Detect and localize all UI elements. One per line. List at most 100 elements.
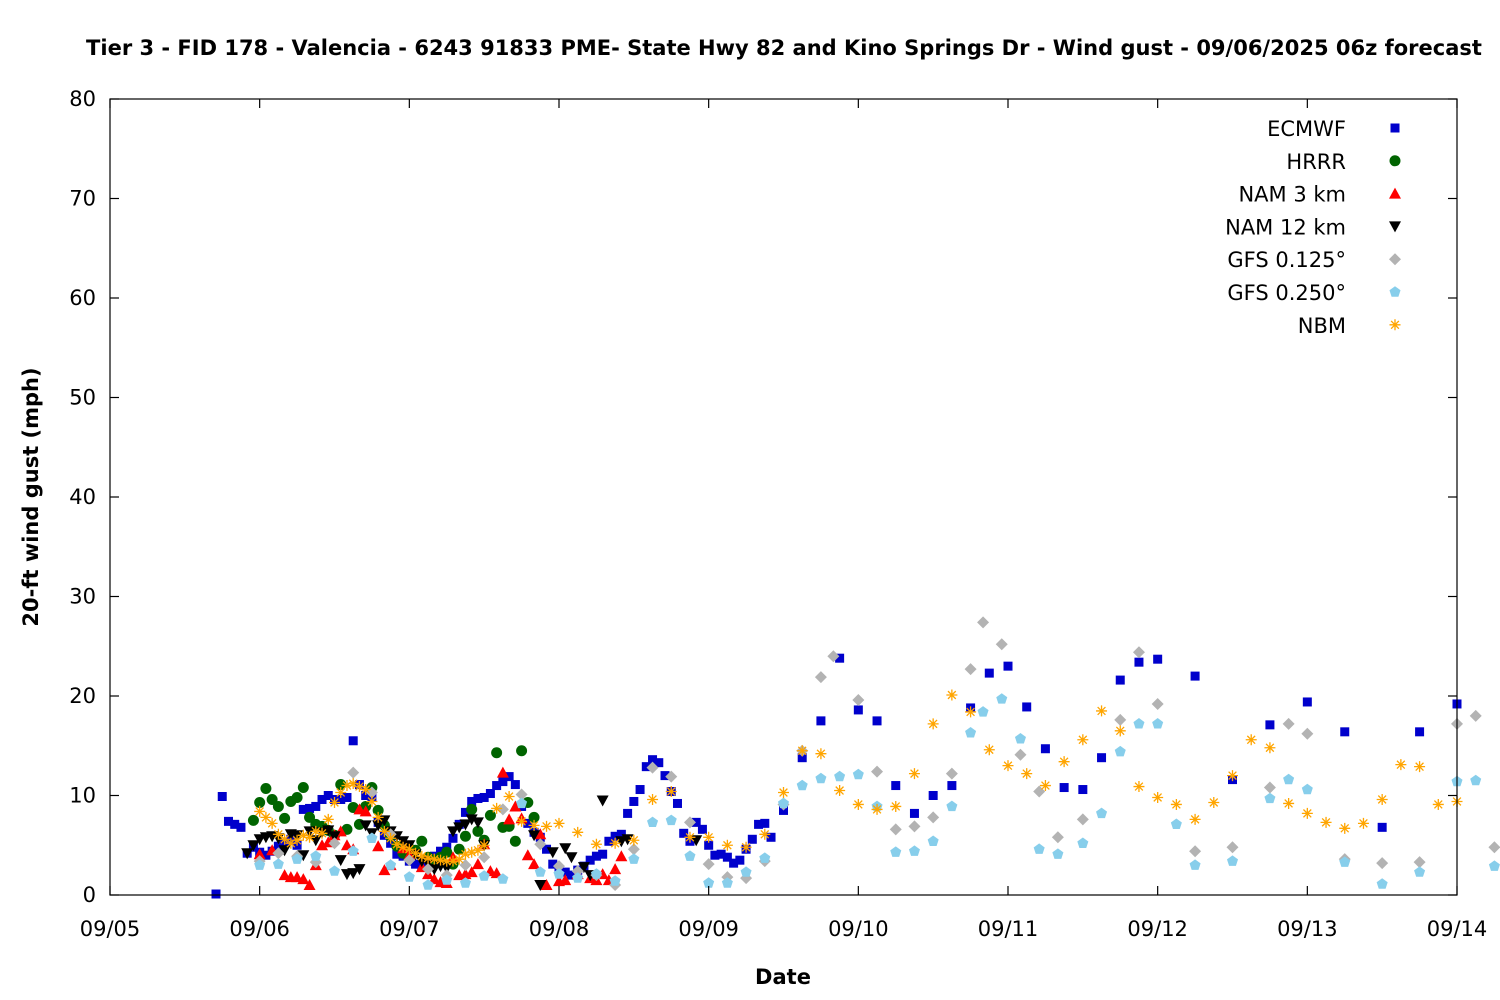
data-point (1039, 780, 1051, 792)
data-point (1133, 781, 1145, 793)
data-point (490, 867, 503, 879)
data-point (1014, 748, 1027, 761)
data-point (1058, 756, 1070, 768)
data-point (740, 866, 752, 877)
data-point (1170, 798, 1182, 810)
data-point (609, 837, 621, 849)
data-point (347, 845, 359, 856)
data-point (515, 788, 528, 801)
legend-label: NBM (1298, 314, 1346, 338)
x-axis-title: Date (755, 965, 811, 989)
data-point (1152, 791, 1164, 803)
data-point (604, 836, 614, 846)
data-point (609, 863, 622, 875)
data-point (591, 851, 601, 861)
data-point (272, 800, 284, 812)
data-point (403, 843, 415, 855)
data-point (329, 796, 340, 808)
data-point (266, 817, 278, 829)
data-point (347, 766, 360, 779)
data-point (422, 879, 434, 890)
data-point (660, 771, 670, 781)
data-point (303, 879, 316, 891)
data-point (1283, 797, 1295, 809)
data-point (647, 816, 659, 828)
data-point (690, 835, 703, 847)
data-point (553, 817, 565, 829)
data-point (353, 781, 365, 793)
data-point (683, 816, 696, 829)
data-point (360, 784, 372, 796)
data-point (372, 820, 385, 832)
data-point (422, 863, 435, 876)
data-point (254, 859, 266, 870)
data-point (1077, 837, 1089, 848)
data-point (654, 758, 664, 768)
data-point (548, 859, 558, 869)
data-point (1488, 860, 1500, 871)
data-point (416, 835, 428, 847)
data-point (436, 846, 446, 856)
data-point (279, 812, 291, 824)
y-tick-label: 0 (83, 883, 96, 907)
y-axis-ticks: 0 10 20 30 40 50 60 70 80 (69, 87, 1457, 907)
data-point (534, 828, 547, 840)
data-point (747, 834, 757, 844)
data-point (679, 828, 689, 838)
data-point (691, 817, 701, 827)
data-point (340, 839, 353, 851)
data-point (466, 846, 478, 858)
data-point (1022, 702, 1032, 712)
data-point (559, 874, 572, 886)
data-point (385, 859, 397, 870)
data-point (553, 860, 565, 873)
data-point (1377, 822, 1387, 832)
data-point (615, 850, 628, 862)
y-tick-label: 30 (69, 585, 96, 609)
data-point (721, 839, 733, 851)
data-point (716, 849, 726, 859)
data-point (471, 817, 484, 829)
data-point (503, 790, 515, 802)
data-point (272, 828, 284, 840)
data-point (448, 833, 458, 843)
data-point (891, 781, 901, 791)
data-point (628, 834, 640, 846)
data-point (1339, 856, 1351, 867)
data-point (1132, 646, 1145, 659)
data-point (908, 845, 920, 856)
data-point (1114, 745, 1126, 757)
data-point (422, 852, 434, 864)
data-point (1002, 760, 1014, 772)
data-point (559, 843, 572, 855)
data-point (510, 780, 520, 790)
data-point (995, 638, 1008, 651)
data-point (1432, 798, 1444, 810)
data-point (647, 793, 659, 805)
data-point (509, 800, 522, 812)
data-point (441, 874, 453, 885)
data-point (353, 864, 366, 876)
data-point (1076, 813, 1089, 826)
data-point (1189, 859, 1201, 870)
data-point (665, 786, 677, 798)
data-point (311, 801, 321, 811)
data-point (927, 811, 940, 824)
data-point (359, 820, 372, 832)
data-point (710, 850, 720, 860)
data-point (534, 838, 547, 851)
data-point (1190, 671, 1200, 681)
data-point (1114, 713, 1127, 726)
data-point (1114, 725, 1126, 737)
data-point (542, 844, 552, 854)
data-point (996, 693, 1008, 704)
data-point (703, 877, 715, 888)
legend-label: NAM 3 km (1238, 183, 1346, 207)
data-point (1302, 697, 1312, 707)
y-tick-label: 50 (69, 386, 96, 410)
data-point (641, 762, 651, 772)
data-point (291, 834, 303, 846)
data-point (927, 835, 939, 846)
data-point (1415, 727, 1425, 737)
data-point (516, 745, 528, 757)
